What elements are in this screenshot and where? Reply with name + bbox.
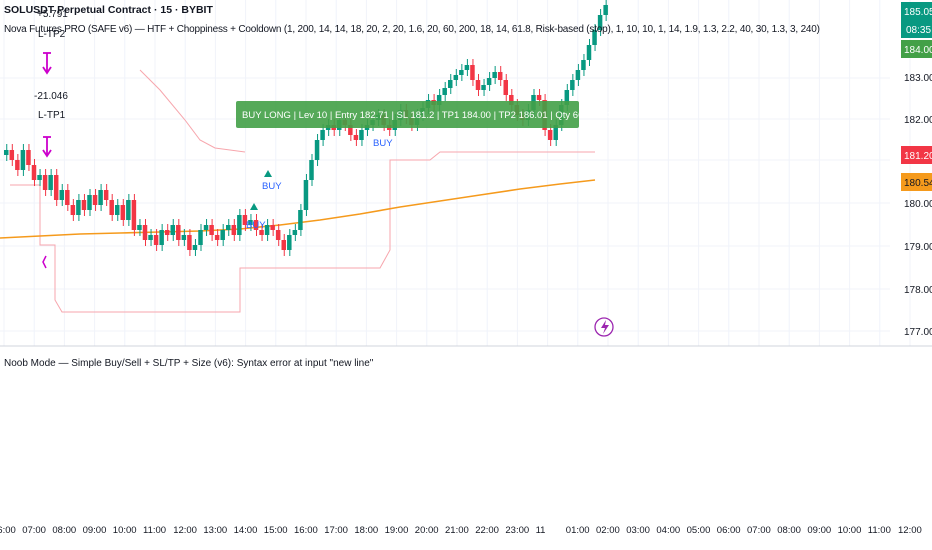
price-tick: 182.00 <box>904 115 932 126</box>
time-tick: 03:00 <box>626 525 650 536</box>
buy-label-3: BUY <box>373 138 393 149</box>
time-tick: 11 <box>536 525 546 536</box>
sell-marker-icon <box>42 255 47 269</box>
upper-trail-line <box>139 69 246 153</box>
time-tick: 06:00 <box>717 525 741 536</box>
time-tick: 08:00 <box>777 525 801 536</box>
time-tick: 17:00 <box>324 525 348 536</box>
lower-pane-legend[interactable]: Noob Mode — Simple Buy/Sell + SL/TP + Si… <box>4 358 374 369</box>
time-tick: 15:00 <box>264 525 288 536</box>
tp1-arrow-icon <box>42 136 52 158</box>
tp2-label: L-TP2 <box>38 29 66 40</box>
time-tick: 14:00 <box>234 525 258 536</box>
trade-label-text: BUY LONG | Lev 10 | Entry 182.71 | SL 18… <box>242 110 634 121</box>
time-tick: 06:00 <box>0 525 16 536</box>
ma-price-value: 180.54 <box>904 178 932 189</box>
trade-label: BUY LONG | Lev 10 | Entry 182.71 | SL 18… <box>236 101 634 128</box>
price-tick: 183.00 <box>904 73 932 84</box>
buy-label-2: BUY <box>246 220 266 231</box>
indicator-legend[interactable]: Nova Futures PRO (SAFE v6) — HTF + Chopp… <box>4 24 820 35</box>
time-tick: 23:00 <box>505 525 529 536</box>
time-tick: 04:00 <box>656 525 680 536</box>
time-tick: 16:00 <box>294 525 318 536</box>
time-tick: 12:00 <box>173 525 197 536</box>
time-tick: 18:00 <box>354 525 378 536</box>
time-tick: 19:00 <box>385 525 409 536</box>
tp1-label: L-TP1 <box>38 110 66 121</box>
lower-trail-line <box>10 151 595 313</box>
buy-triangle-icon <box>264 170 272 177</box>
bar-countdown: 08:35 <box>906 25 931 36</box>
time-tick: 09:00 <box>83 525 107 536</box>
pnl-mid-label: -21.046 <box>34 91 68 102</box>
trade-label-box <box>236 101 579 128</box>
time-tick: 11:00 <box>143 525 166 536</box>
time-tick: 08:00 <box>52 525 76 536</box>
price-tick: 178.00 <box>904 285 932 296</box>
tp2-arrow-icon <box>42 52 52 75</box>
time-tick: 05:00 <box>687 525 711 536</box>
time-tick: 10:00 <box>113 525 137 536</box>
time-tick: 11:00 <box>868 525 891 536</box>
sl-price-box <box>901 146 932 164</box>
time-tick: 09:00 <box>807 525 831 536</box>
time-tick: 07:00 <box>22 525 46 536</box>
price-axis[interactable]: 183.00 182.00 180.00 179.00 178.00 177.0… <box>901 2 932 338</box>
time-tick: 20:00 <box>415 525 439 536</box>
chart-grid <box>0 77 890 332</box>
price-tick: 179.00 <box>904 242 932 253</box>
buy-triangle-icon <box>250 203 258 210</box>
price-tick: 177.00 <box>904 327 932 338</box>
pnl-top-label: +5.791 <box>37 9 68 20</box>
buy-label-1: BUY <box>262 181 282 192</box>
stop-lines <box>10 69 595 313</box>
chart-time-grid <box>3 0 911 346</box>
time-tick: 21:00 <box>445 525 469 536</box>
last-price-box <box>901 2 932 38</box>
time-tick: 02:00 <box>596 525 620 536</box>
time-tick: 07:00 <box>747 525 771 536</box>
time-axis[interactable]: 06:00 07:00 08:00 09:00 10:00 11:00 12:00 13:00… <box>0 525 922 536</box>
ma-price-box <box>901 173 932 191</box>
tp-price-value: 184.00 <box>904 45 932 56</box>
symbol-title[interactable]: SOLUSDT Perpetual Contract · 15 · BYBIT <box>4 4 213 16</box>
last-price-value: 185.05 <box>904 7 932 18</box>
time-tick: 22:00 <box>475 525 499 536</box>
time-tick: 13:00 <box>203 525 227 536</box>
time-tick: 01:00 <box>566 525 590 536</box>
price-tick: 180.00 <box>904 199 932 210</box>
time-tick: 12:00 <box>898 525 922 536</box>
time-tick: 10:00 <box>838 525 862 536</box>
tp-price-box <box>901 40 932 58</box>
signal-markers: +5.791 L-TP2 -21.046 L-TP1 BUY BUY BUY <box>34 9 393 269</box>
sl-price-value: 181.20 <box>904 151 932 162</box>
lightning-icon[interactable] <box>594 317 614 337</box>
